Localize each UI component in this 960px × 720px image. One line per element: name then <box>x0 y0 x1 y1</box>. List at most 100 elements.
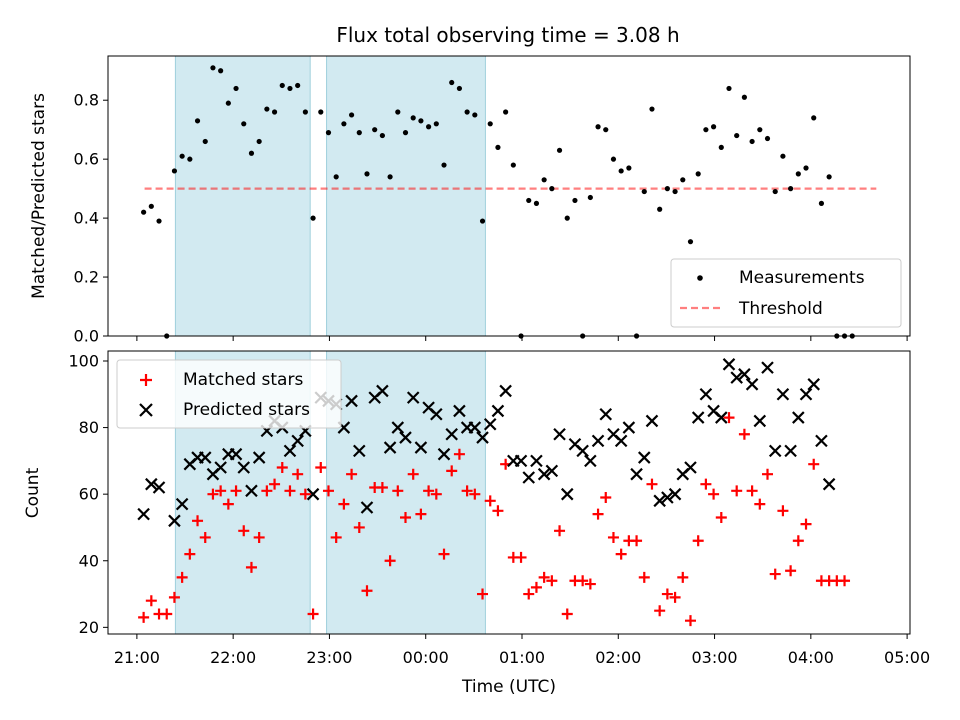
data-point <box>641 188 647 195</box>
data-point <box>595 124 601 130</box>
data-point <box>449 79 455 86</box>
x-tick-label: 04:00 <box>788 648 834 667</box>
series-measurements <box>141 65 855 339</box>
data-point <box>479 218 486 224</box>
data-point <box>630 467 643 481</box>
data-point <box>522 471 536 484</box>
data-point <box>248 150 255 156</box>
data-point <box>210 65 216 71</box>
y-tick-label: 80 <box>79 418 99 437</box>
data-point <box>695 171 701 177</box>
data-point <box>372 127 378 133</box>
data-point <box>738 428 750 440</box>
data-point <box>526 197 532 204</box>
data-point <box>233 85 239 92</box>
data-point <box>764 135 771 142</box>
data-point <box>415 508 427 520</box>
data-point <box>691 411 705 424</box>
data-point <box>418 118 424 124</box>
data-point <box>229 447 243 461</box>
data-point <box>788 186 794 192</box>
data-point <box>348 112 355 118</box>
data-point <box>553 427 566 441</box>
data-point <box>346 468 358 480</box>
data-point <box>684 615 696 627</box>
data-point <box>410 115 416 121</box>
shaded-interval-1 <box>174 55 311 337</box>
x-tick-label: 05:00 <box>884 648 930 667</box>
data-point <box>626 165 632 171</box>
data-point <box>556 147 563 153</box>
data-point <box>253 531 265 543</box>
data-point <box>483 417 497 431</box>
data-point <box>176 571 188 583</box>
data-point <box>360 501 374 514</box>
data-point <box>549 186 555 192</box>
data-point <box>376 384 389 398</box>
data-point <box>387 174 393 180</box>
data-point <box>564 215 570 221</box>
data-point <box>175 497 189 511</box>
data-point <box>215 485 227 497</box>
data-point <box>762 468 774 480</box>
data-point <box>306 487 320 501</box>
shaded-interval-2 <box>326 350 486 635</box>
data-point <box>646 478 658 490</box>
data-point <box>438 548 450 560</box>
bottom-y-axis-label: Count <box>23 467 43 518</box>
data-point <box>484 495 496 507</box>
data-point <box>338 498 350 510</box>
data-point <box>237 461 251 474</box>
data-point <box>145 595 157 607</box>
data-point <box>776 388 790 401</box>
y-tick-label: 0.2 <box>74 268 99 287</box>
data-point <box>792 535 804 547</box>
data-point <box>749 138 755 145</box>
data-point <box>746 485 758 497</box>
data-point <box>468 421 482 434</box>
data-point <box>469 488 481 500</box>
data-point <box>464 109 470 115</box>
y-tick-label: 0.4 <box>74 209 99 228</box>
data-point <box>780 153 786 159</box>
data-point <box>322 485 334 497</box>
data-point <box>649 106 655 112</box>
data-point <box>325 130 332 136</box>
data-point <box>148 203 154 209</box>
data-point <box>407 468 419 480</box>
data-point <box>561 608 573 620</box>
y-tick-label: 100 <box>68 351 99 370</box>
data-point <box>687 239 694 245</box>
data-point <box>631 535 643 547</box>
data-point <box>356 130 362 136</box>
data-point <box>315 462 327 474</box>
data-point <box>769 568 781 580</box>
y-tick-label: 0.6 <box>74 150 99 169</box>
data-point <box>614 434 628 448</box>
data-point <box>292 468 304 480</box>
data-point <box>423 485 435 497</box>
data-point <box>333 174 339 180</box>
bottom-axes-frame <box>107 350 911 635</box>
data-point <box>803 165 809 171</box>
legend-label: Threshold <box>738 299 823 319</box>
data-point <box>541 177 547 183</box>
bottom-y-axis: 20 40 60 80 100 <box>68 351 108 637</box>
data-point <box>607 531 619 543</box>
data-point <box>453 448 465 460</box>
data-point <box>545 464 559 478</box>
data-point <box>772 188 778 195</box>
data-point <box>198 451 212 464</box>
data-point <box>799 388 813 401</box>
data-point <box>661 588 673 600</box>
data-point <box>245 561 257 573</box>
data-point <box>692 535 704 547</box>
data-point <box>587 194 593 201</box>
data-point <box>392 485 404 497</box>
top-legend: Measurements Threshold <box>670 258 902 328</box>
data-point <box>192 515 204 527</box>
data-point <box>615 548 627 560</box>
data-point <box>610 156 617 162</box>
data-point <box>731 485 743 497</box>
data-point <box>653 494 666 508</box>
